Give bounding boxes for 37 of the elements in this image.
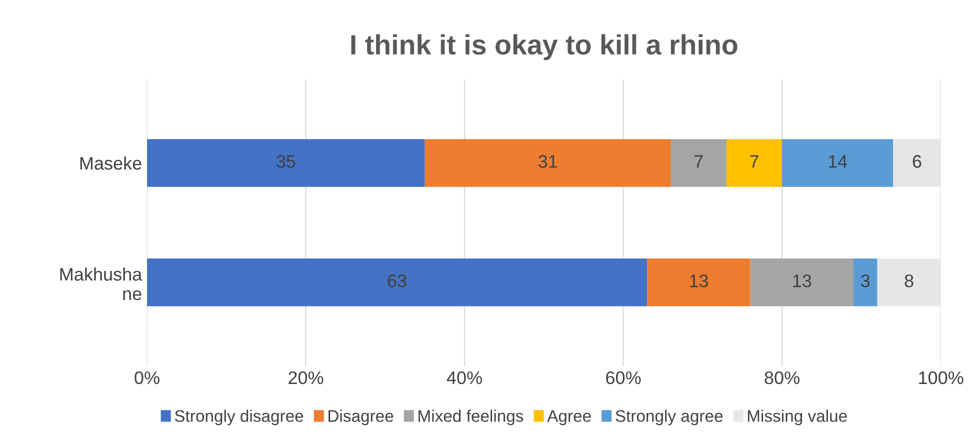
- legend-label: Disagree: [328, 410, 394, 426]
- data-label: 7: [750, 155, 758, 168]
- legend-label: Agree: [547, 410, 591, 426]
- x-tick-label: 60%: [606, 371, 641, 384]
- chart-title: I think it is okay to kill a rhino: [351, 34, 738, 60]
- data-label: 31: [538, 155, 558, 168]
- bar: [424, 139, 671, 187]
- data-label: 14: [828, 155, 848, 168]
- y-tick-label: Makhusha ne: [60, 267, 142, 300]
- bar: [647, 258, 750, 306]
- data-label: 8: [904, 274, 914, 288]
- x-tick-label: 0%: [134, 371, 160, 384]
- data-label: 6: [912, 155, 922, 168]
- data-label: 35: [276, 155, 296, 168]
- x-tick-label: 20%: [288, 371, 324, 384]
- data-label: 3: [861, 274, 870, 288]
- x-tick-label: 40%: [446, 371, 482, 384]
- y-tick-label: Maseke: [80, 156, 142, 170]
- data-label: 13: [793, 274, 812, 288]
- bar: [147, 258, 648, 306]
- bar: [853, 258, 878, 306]
- legend-label: Missing value: [748, 410, 847, 426]
- bar: [670, 139, 726, 187]
- bar: [750, 258, 854, 306]
- bar: [726, 139, 782, 187]
- data-label: 63: [388, 274, 406, 288]
- bar: [877, 258, 941, 306]
- x-tick-label: 100%: [919, 371, 964, 384]
- x-tick-label: 80%: [764, 371, 800, 384]
- bar: [893, 139, 941, 187]
- bar: [782, 139, 894, 187]
- legend-label: Strongly disagree: [174, 410, 304, 426]
- data-label: 13: [690, 274, 708, 288]
- bar: [147, 139, 425, 187]
- data-label: 7: [694, 155, 703, 168]
- legend-label: Strongly agree: [616, 410, 723, 426]
- legend-label: Mixed feelings: [418, 410, 524, 426]
